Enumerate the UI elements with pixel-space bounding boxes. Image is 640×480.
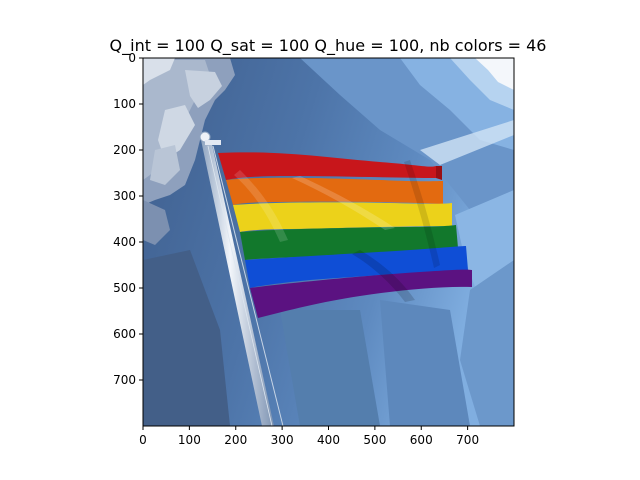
flag-stripe-orange: [226, 177, 443, 205]
y-tick-label: 300: [113, 189, 136, 203]
x-tick-label: 600: [410, 433, 433, 447]
flag-stripe-blue: [245, 246, 468, 288]
flag-stripe-green: [240, 225, 458, 260]
y-axis: 0 100 200 300 400 500 600 700: [113, 51, 143, 387]
x-tick-label: 0: [139, 433, 147, 447]
y-tick-label: 500: [113, 281, 136, 295]
photo-image: [143, 58, 514, 426]
sky-region: [143, 58, 514, 426]
flag-stripe-purple: [250, 269, 472, 318]
y-tick-label: 700: [113, 373, 136, 387]
x-axis: 0 100 200 300 400 500 600 700: [139, 426, 479, 447]
y-tick-label: 200: [113, 143, 136, 157]
flagpole: [199, 131, 284, 426]
x-tick-label: 300: [271, 433, 294, 447]
x-tick-label: 100: [178, 433, 201, 447]
cloud-region: [143, 58, 235, 245]
y-tick-label: 400: [113, 235, 136, 249]
y-tick-label: 600: [113, 327, 136, 341]
x-tick-label: 200: [224, 433, 247, 447]
x-tick-label: 700: [456, 433, 479, 447]
flag-stripe-red: [218, 152, 436, 180]
x-tick-label: 500: [363, 433, 386, 447]
y-tick-label: 100: [113, 97, 136, 111]
flag-stripe-yellow: [233, 202, 452, 232]
figure-title: Q_int = 100 Q_sat = 100 Q_hue = 100, nb …: [110, 36, 547, 56]
rainbow-flag: [218, 152, 472, 318]
y-tick-label: 0: [128, 51, 136, 65]
x-tick-label: 400: [317, 433, 340, 447]
